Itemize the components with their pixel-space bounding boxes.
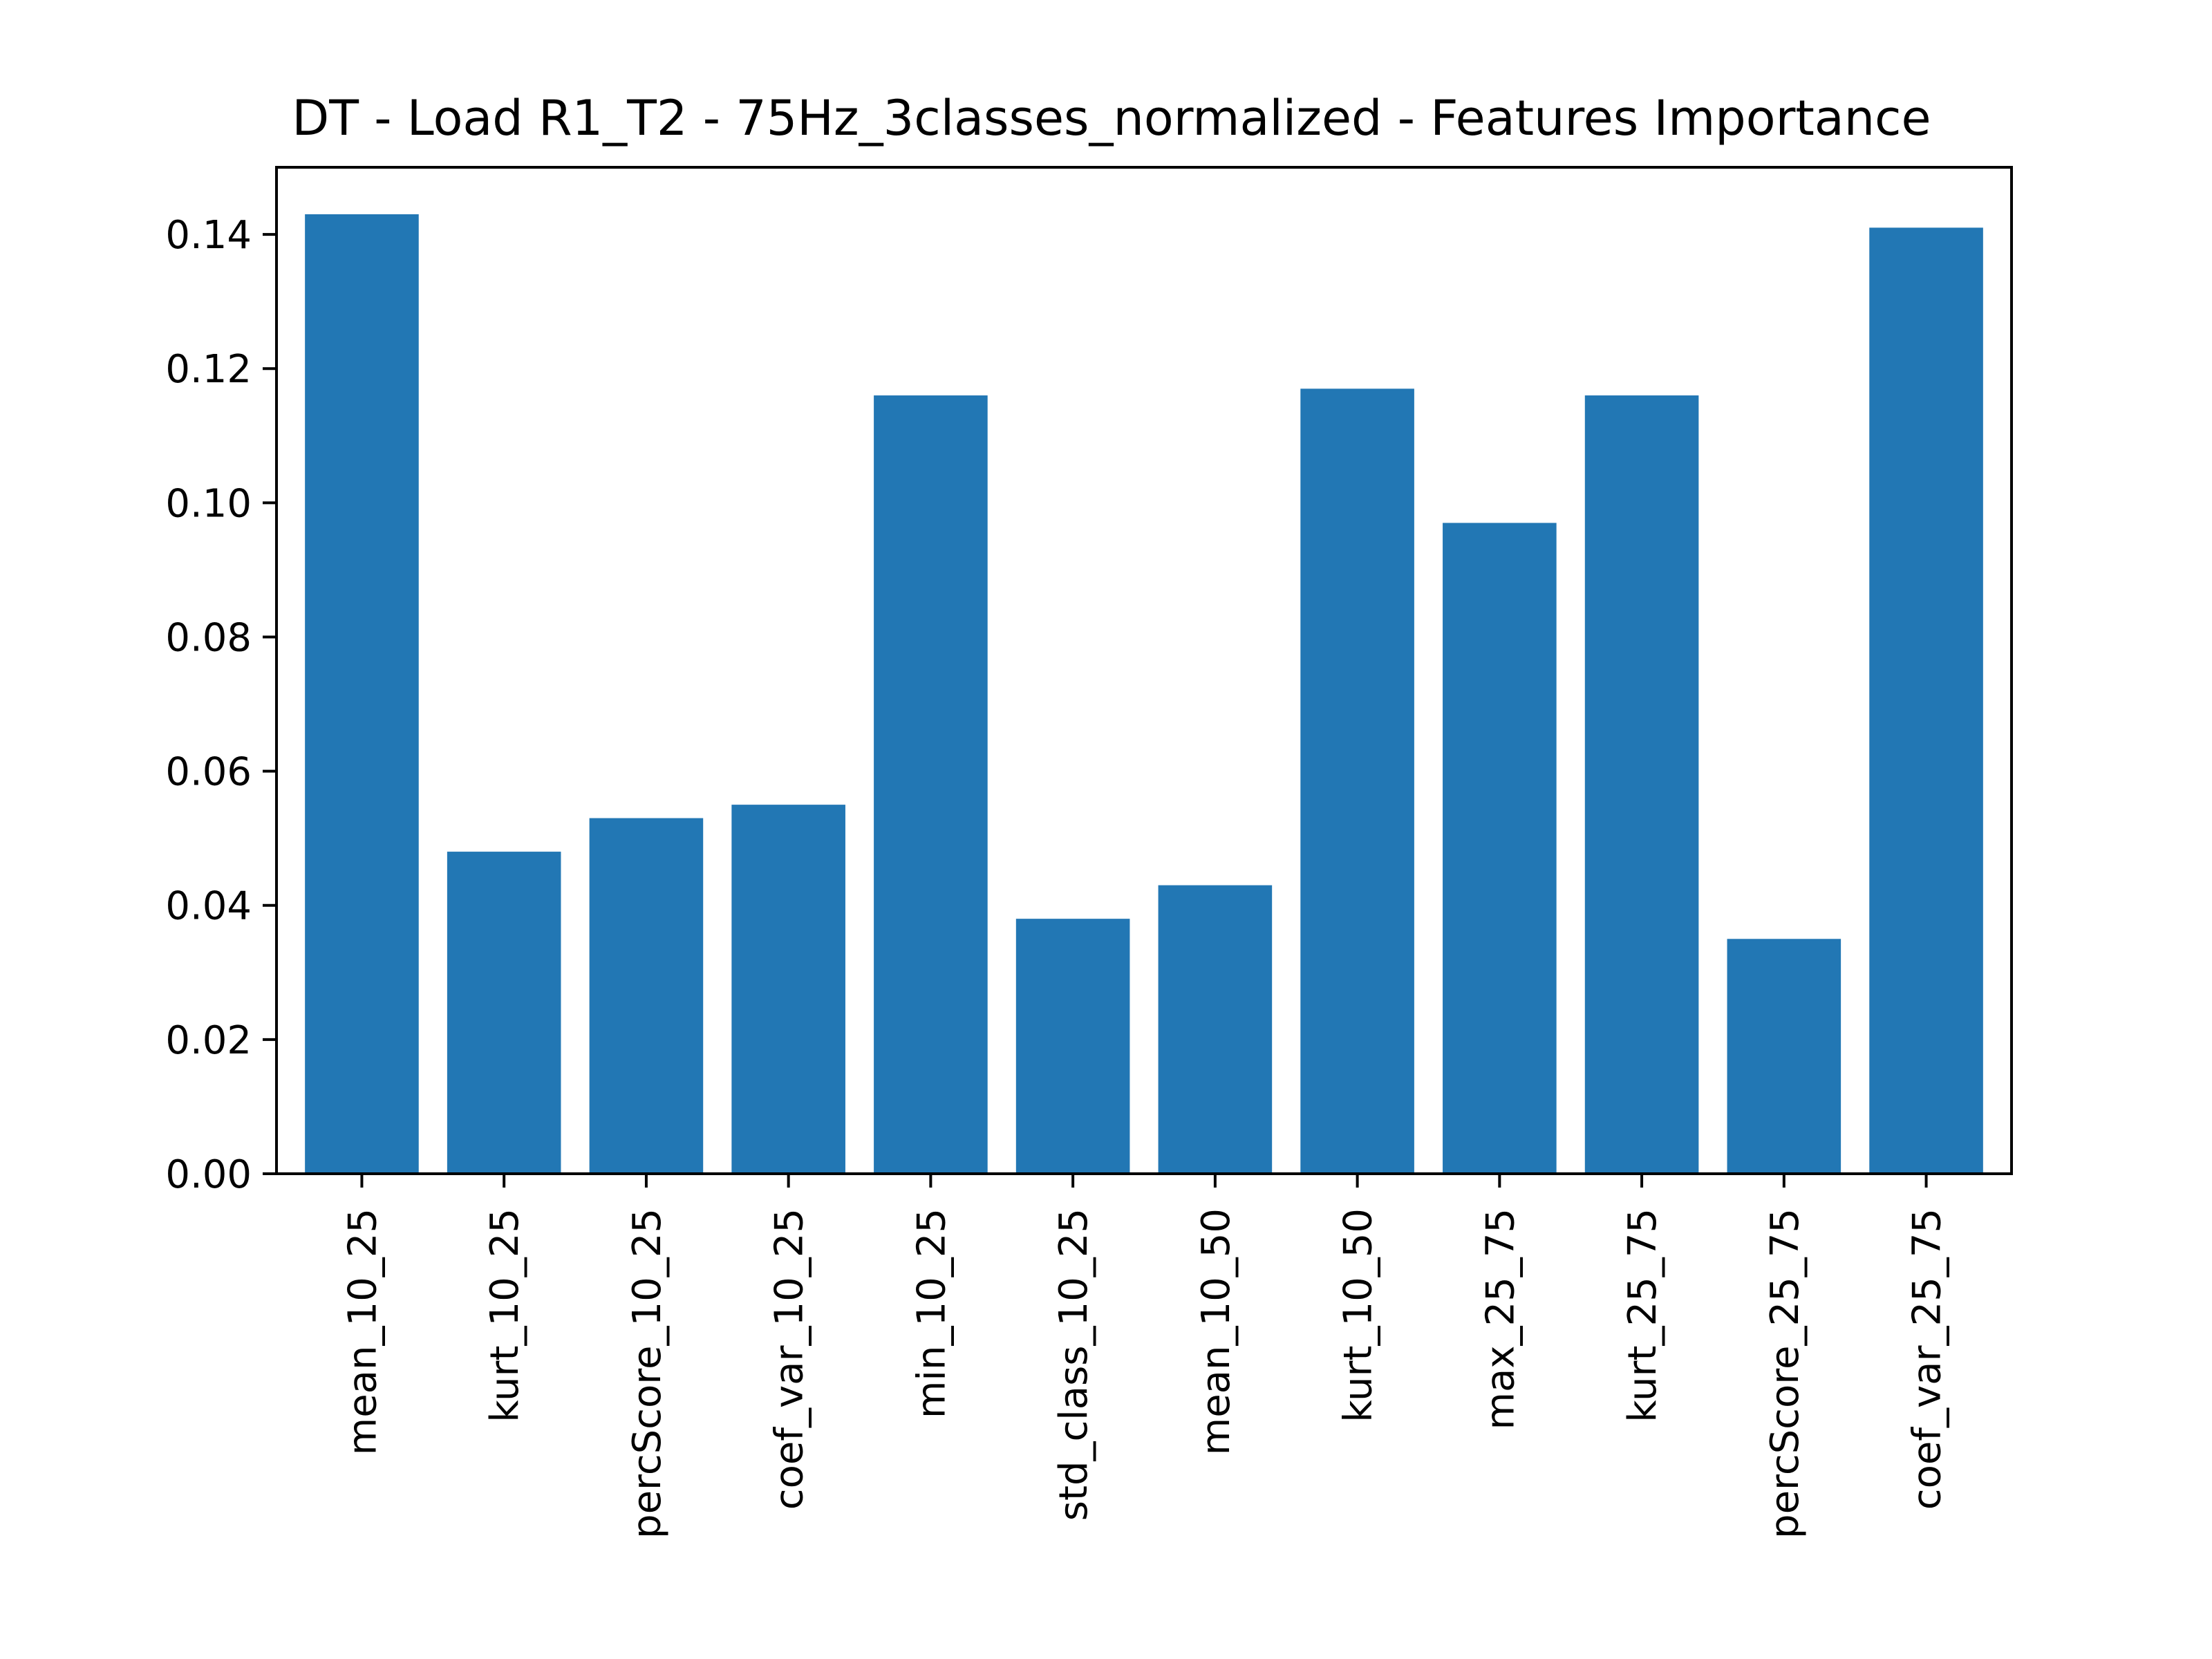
y-tick-label: 0.04 [165, 884, 252, 929]
x-tick-label: coef_var_10_25 [767, 1208, 812, 1510]
bars-group [305, 214, 1983, 1174]
y-tick-label: 0.02 [165, 1018, 252, 1063]
x-tick-label: kurt_10_25 [482, 1208, 527, 1423]
x-tick-label: mean_10_25 [340, 1208, 385, 1455]
x-tick-label: coef_var_25_75 [1905, 1208, 1950, 1510]
y-tick-label: 0.00 [165, 1152, 252, 1197]
y-tick-label: 0.08 [165, 615, 252, 660]
bar-std_class_10_25 [1015, 919, 1130, 1174]
y-tick-label: 0.10 [165, 481, 252, 526]
x-tick-label: mean_10_50 [1194, 1208, 1239, 1455]
y-axis: 0.00 0.02 0.04 0.06 0.08 0.10 0.12 0.14 [165, 213, 276, 1197]
x-tick-label: kurt_10_50 [1336, 1208, 1381, 1423]
x-tick-label: min_10_25 [909, 1208, 954, 1418]
bar-percScore_10_25 [589, 818, 704, 1174]
bar-max_25_75 [1443, 523, 1557, 1174]
y-tick-label: 0.12 [165, 347, 252, 392]
bar-coef_var_25_75 [1869, 227, 1983, 1174]
x-tick-label: max_25_75 [1478, 1208, 1523, 1430]
bar-kurt_10_50 [1300, 388, 1414, 1174]
chart-title: DT - Load R1_T2 - 75Hz_3classes_normaliz… [292, 90, 1931, 147]
bar-mean_10_25 [305, 214, 419, 1174]
bar-coef_var_10_25 [731, 805, 845, 1174]
x-tick-label: kurt_25_75 [1620, 1208, 1665, 1423]
bar-kurt_25_75 [1584, 395, 1699, 1174]
bar-min_10_25 [874, 395, 988, 1174]
x-tick-label: percScore_25_75 [1763, 1208, 1808, 1539]
y-tick-label: 0.06 [165, 750, 252, 795]
x-tick-label: std_class_10_25 [1051, 1208, 1096, 1521]
bar-percScore_25_75 [1727, 939, 1841, 1174]
y-tick-label: 0.14 [165, 213, 252, 258]
bar-kurt_10_25 [447, 852, 561, 1174]
x-axis: mean_10_25 kurt_10_25 percScore_10_25 coef_… [340, 1174, 1950, 1539]
bar-mean_10_50 [1158, 885, 1273, 1174]
plot-frame [275, 166, 2013, 1175]
x-tick-label: percScore_10_25 [625, 1208, 670, 1539]
